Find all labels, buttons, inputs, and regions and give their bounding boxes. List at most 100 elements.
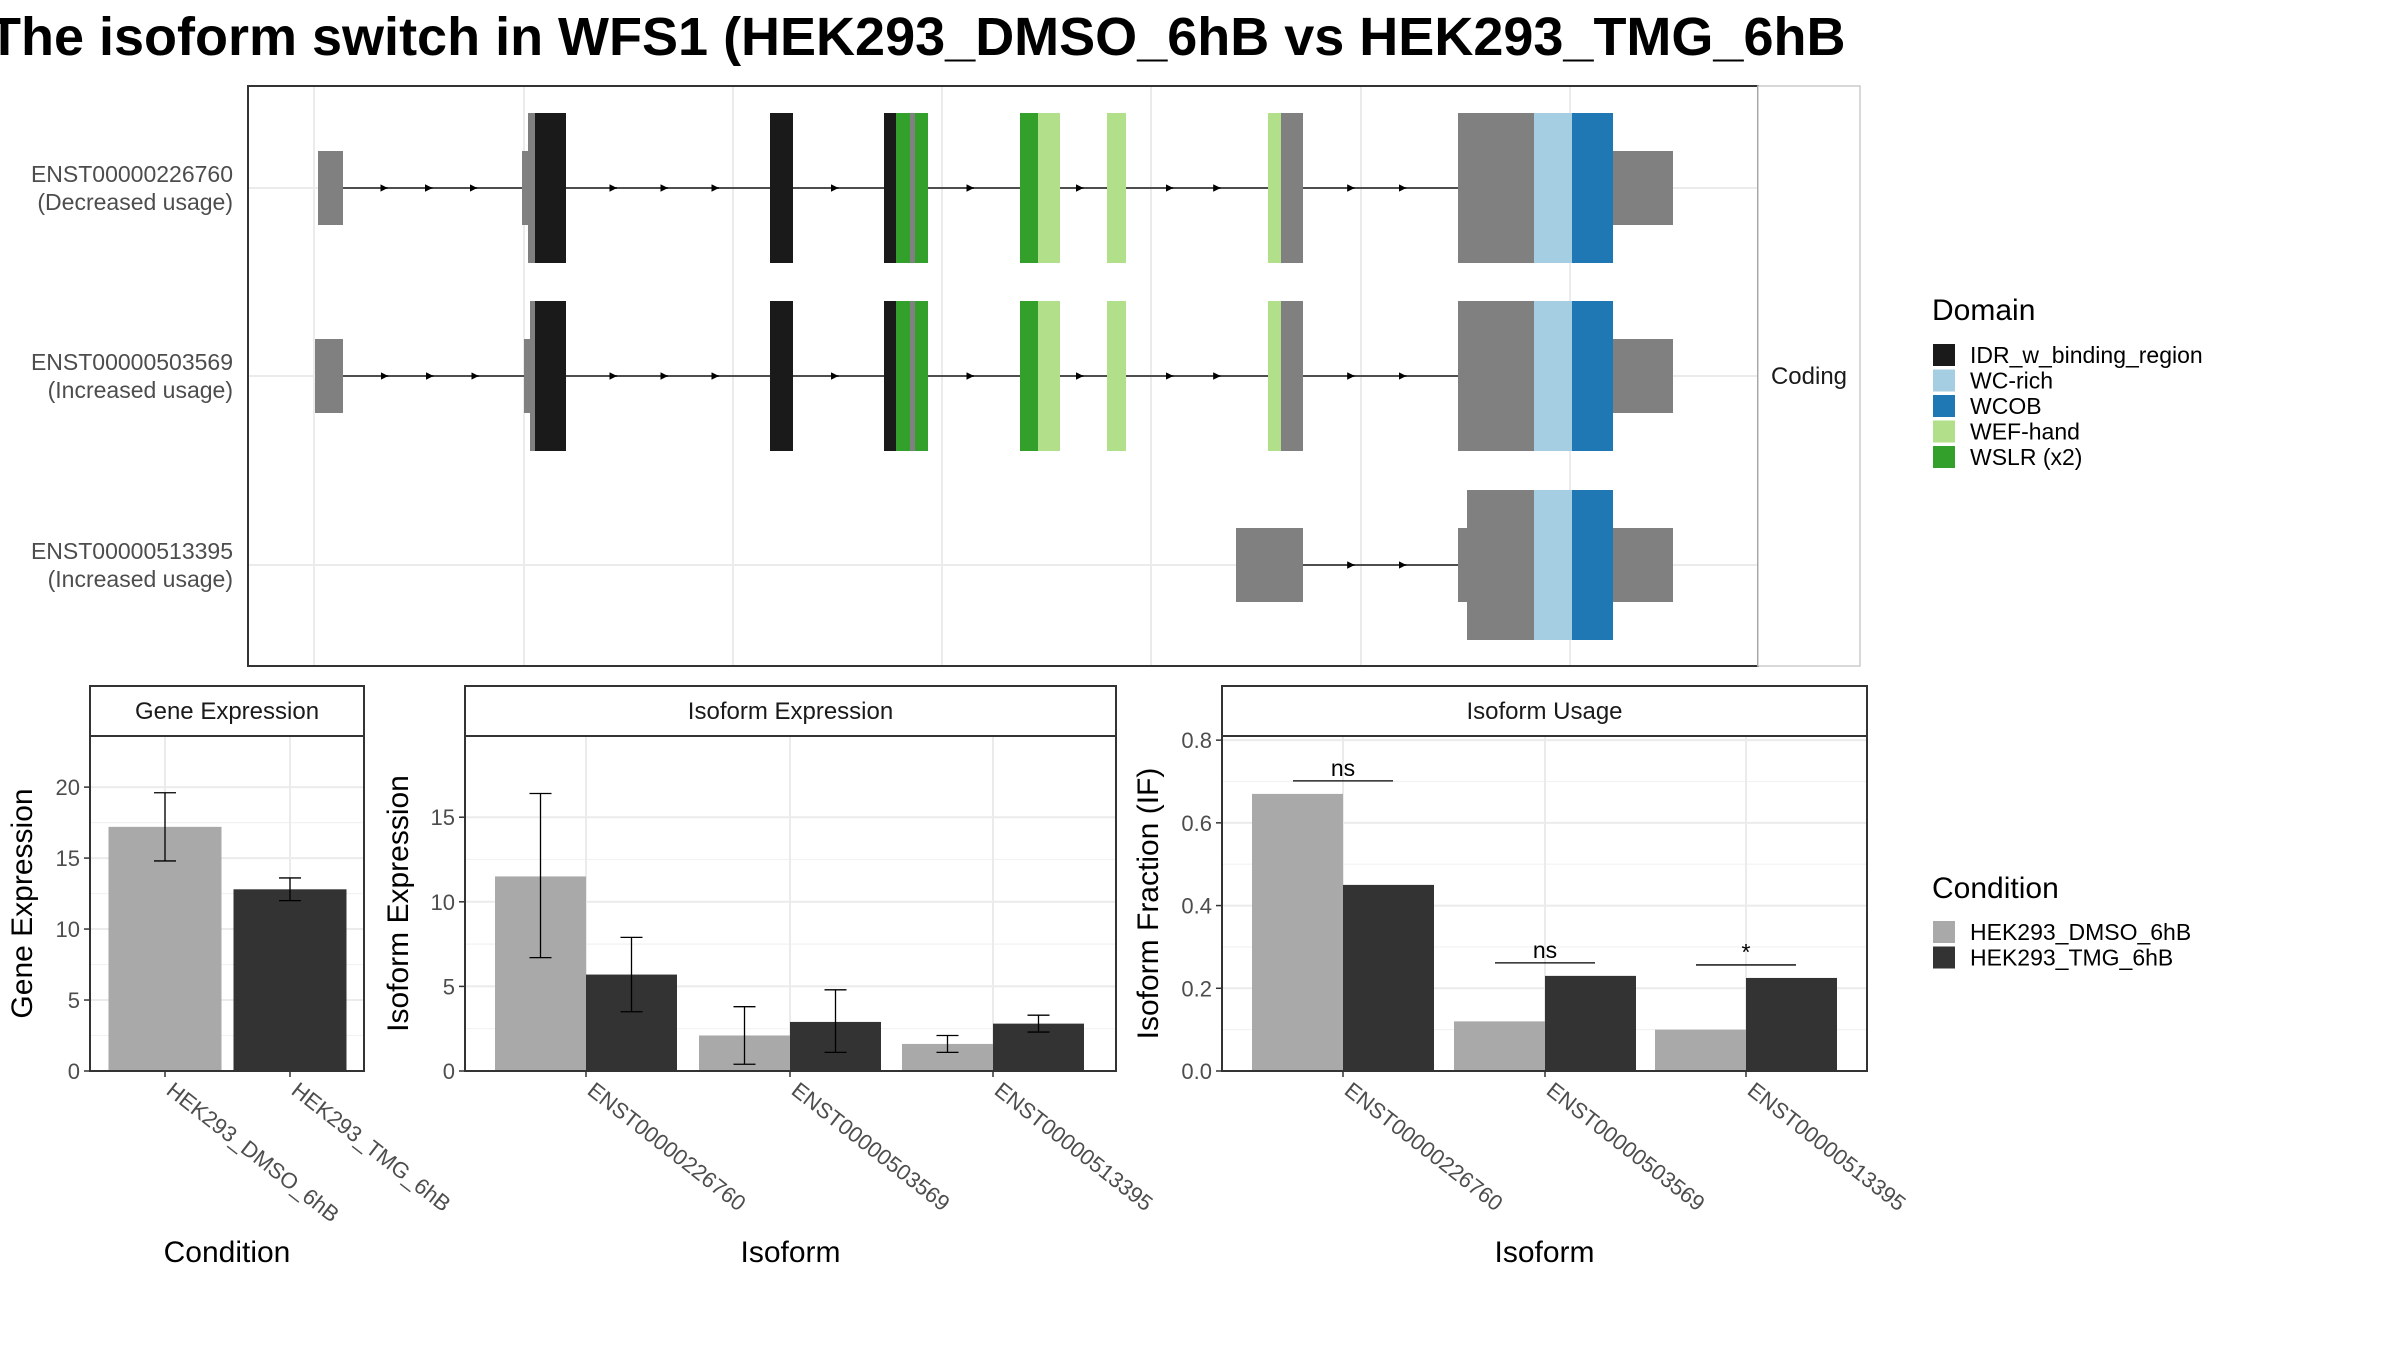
- bar: [1343, 884, 1434, 1071]
- domain-legend: Domain IDR_w_binding_regionWC-richWCOBWE…: [1932, 294, 2203, 470]
- exon-segment: [1613, 339, 1673, 413]
- bar: [1252, 793, 1343, 1071]
- exon-segment: [1572, 490, 1613, 640]
- domain-legend-items: IDR_w_binding_regionWC-richWCOBWEF-handW…: [1933, 342, 2203, 470]
- chart-xtick-label: ENST00000226760: [1340, 1077, 1508, 1216]
- exon-segment: [524, 339, 530, 413]
- transcript-row: [315, 301, 1673, 451]
- chart-xtick-label: ENST00000513395: [990, 1077, 1158, 1216]
- exon-segment: [1572, 113, 1613, 263]
- domain-legend-title: Domain: [1932, 294, 2035, 327]
- chart-ytick-label: 0.8: [1181, 728, 1212, 753]
- exon-segment: [1613, 528, 1673, 602]
- exon-segment: [1107, 113, 1126, 263]
- exon-segment: [1020, 113, 1038, 263]
- transcript-strip: [1757, 85, 1861, 667]
- domain-legend-label: WCOB: [1970, 393, 2042, 419]
- exon-segment: [884, 113, 896, 263]
- bar: [233, 889, 347, 1071]
- transcript-status-label: (Decreased usage): [37, 189, 233, 215]
- chart-xlabel: Isoform: [1494, 1236, 1594, 1269]
- chart-ylabel: Gene Expression: [6, 788, 39, 1018]
- chart-ytick-label: 0: [443, 1059, 455, 1084]
- chart-xtick-label: ENST00000503569: [1542, 1077, 1710, 1216]
- bar: [1746, 977, 1837, 1071]
- chart-xlabel: Isoform: [740, 1236, 840, 1269]
- exon-segment: [1107, 301, 1126, 451]
- exon-segment: [910, 301, 915, 451]
- transcript-id-label: ENST00000513395: [31, 538, 233, 564]
- transcript-row: [1236, 490, 1673, 640]
- error-bar: [824, 989, 847, 1054]
- bar-chart-panel: 0 5 10 15 Isoform Expression ENST00000226760 E…: [382, 685, 1158, 1269]
- exon-segment: [1534, 113, 1572, 263]
- chart-ytick-label: 15: [431, 805, 455, 830]
- error-bar: [279, 877, 301, 902]
- transcript-status-label: (Increased usage): [48, 377, 233, 403]
- transcript-strip-label: Coding: [1771, 363, 1847, 390]
- exon-segment: [1613, 151, 1673, 225]
- domain-legend-swatch: [1933, 446, 1955, 468]
- bar: [1545, 975, 1636, 1071]
- domain-legend-label: WEF-hand: [1970, 419, 2080, 445]
- exon-segment: [1572, 301, 1613, 451]
- condition-legend-label: HEK293_TMG_6hB: [1970, 945, 2173, 971]
- transcript-status-label: (Increased usage): [48, 566, 233, 592]
- main-title: The isoform switch in WFS1 (HEK293_DMSO_…: [0, 7, 1845, 67]
- transcript-rows: [315, 113, 1673, 640]
- chart-title: Gene Expression: [135, 698, 319, 725]
- exon-segment: [1458, 113, 1534, 263]
- exon-segment: [1281, 301, 1303, 451]
- chart-xtick-label: ENST00000226760: [583, 1077, 751, 1216]
- domain-legend-label: WSLR (x2): [1970, 444, 2082, 470]
- transcript-row: [318, 113, 1673, 263]
- exon-segment: [884, 301, 896, 451]
- transcript-id-label: ENST00000226760: [31, 161, 233, 187]
- exon-segment: [1020, 301, 1038, 451]
- chart-ytick-label: 10: [56, 917, 80, 942]
- exon-segment: [315, 339, 343, 413]
- exon-segment: [1236, 528, 1303, 602]
- bar-chart-panel: 0.0 0.2 0.4 0.6 0.8 ns ns * Isoform Usage ENST000…: [1132, 685, 1911, 1269]
- transcript-panel: Coding ENST00000226760(Decreased usage)E…: [31, 85, 1861, 667]
- exon-segment: [1038, 113, 1060, 263]
- chart-strip: [464, 685, 1117, 737]
- error-bar: [529, 792, 552, 959]
- exon-segment: [1268, 113, 1281, 263]
- exon-segment: [1281, 113, 1303, 263]
- exon-segment: [770, 301, 793, 451]
- domain-legend-swatch: [1933, 344, 1955, 366]
- chart-ytick-label: 0.0: [1181, 1059, 1212, 1084]
- error-bar: [1027, 1014, 1050, 1033]
- chart-ytick-label: 0: [68, 1059, 80, 1084]
- chart-ylabel: Isoform Expression: [382, 775, 415, 1032]
- error-bar: [620, 936, 643, 1013]
- exon-segment: [1534, 301, 1572, 451]
- exon-segment: [1268, 301, 1281, 451]
- chart-ytick-label: 20: [56, 775, 80, 800]
- transcript-labels: ENST00000226760(Decreased usage) ENST0000…: [31, 161, 233, 592]
- domain-legend-swatch: [1933, 420, 1955, 443]
- chart-ytick-label: 5: [68, 988, 80, 1013]
- chart-ylabel: Isoform Fraction (IF): [1132, 768, 1165, 1040]
- exon-segment: [1458, 528, 1467, 602]
- exon-segment: [522, 151, 528, 225]
- bar: [108, 826, 222, 1071]
- domain-legend-swatch: [1933, 395, 1955, 417]
- domain-legend-swatch: [1933, 369, 1955, 392]
- chart-strip: [89, 685, 365, 737]
- bar: [1454, 1021, 1545, 1071]
- exon-segment: [770, 113, 793, 263]
- condition-legend-swatch: [1933, 921, 1955, 943]
- domain-legend-label: WC-rich: [1970, 368, 2053, 394]
- exon-segment: [1038, 301, 1060, 451]
- chart-ytick-label: 5: [443, 974, 455, 999]
- exon-segment: [318, 151, 343, 225]
- exon-segment: [535, 301, 566, 451]
- chart-xtick-label: ENST00000503569: [787, 1077, 955, 1216]
- chart-title: Isoform Expression: [688, 698, 893, 725]
- exon-segment: [915, 113, 928, 263]
